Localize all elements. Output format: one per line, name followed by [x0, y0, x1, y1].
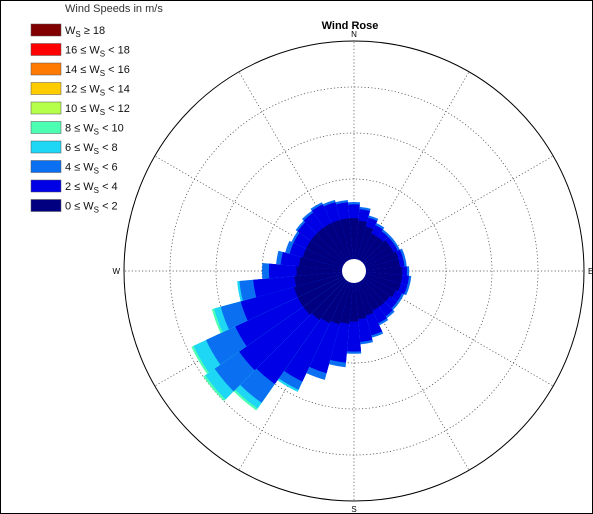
sector-bin	[354, 271, 367, 320]
sector-bin	[354, 271, 374, 316]
calm-center-circle	[342, 259, 366, 283]
legend-label: 12 ≤ WS < 14	[65, 84, 130, 98]
legend-label: 4 ≤ WS < 6	[65, 162, 118, 176]
sector-bin	[331, 219, 354, 271]
sector-bin	[340, 271, 354, 324]
legend-swatch	[30, 43, 62, 56]
sector-170	[354, 271, 374, 345]
legend-swatch	[30, 140, 62, 154]
sector-bin	[311, 271, 354, 320]
sector-bin	[330, 271, 354, 325]
sector-bin	[294, 271, 354, 298]
sector-bin	[299, 256, 354, 271]
sector-240	[191, 271, 354, 374]
sector-200	[306, 271, 354, 380]
sector-340	[322, 199, 354, 271]
sector-bin	[354, 226, 374, 271]
sector-bin	[340, 218, 354, 271]
sector-250	[211, 271, 354, 334]
sector-bin	[310, 233, 354, 271]
legend-label: 0 ≤ WS < 2	[65, 201, 118, 215]
legend-label: 14 ≤ WS < 16	[65, 64, 130, 78]
sector-70	[354, 248, 406, 271]
sector-20	[354, 215, 379, 271]
sector-190	[329, 271, 354, 368]
legend: Wind Speeds in m/s WS ≥ 18 16 ≤ WS < 18 14…	[30, 3, 163, 215]
compass-east-label: E	[588, 267, 593, 276]
legend-label: WS ≥ 18	[65, 25, 105, 39]
sector-bin	[321, 271, 354, 324]
sector-bin	[354, 271, 403, 284]
legend-swatch	[30, 23, 62, 37]
legend-swatch	[30, 199, 62, 212]
sector-bin	[349, 271, 359, 322]
legend-swatch	[30, 121, 62, 134]
sector-230	[203, 271, 354, 402]
sector-bin	[354, 271, 401, 292]
sector-210	[277, 271, 354, 392]
sector-270	[261, 262, 354, 280]
sector-bin	[354, 251, 399, 271]
sector-100	[354, 271, 412, 286]
compass-west-label: W	[112, 267, 120, 276]
legend-swatch	[30, 82, 62, 95]
sector-300	[291, 231, 354, 271]
compass-labels: N E S W	[112, 30, 593, 514]
sector-310	[295, 220, 354, 271]
legend-label: 10 ≤ WS < 12	[65, 103, 130, 117]
chart-title: Wind Rose	[322, 20, 379, 32]
sector-bin	[354, 220, 368, 271]
sector-10	[354, 206, 371, 271]
outer-ring	[123, 40, 585, 502]
sector-110	[354, 271, 410, 296]
sector-220	[233, 271, 354, 411]
sector-120	[354, 271, 405, 303]
sector-260	[237, 271, 354, 302]
sector-290	[285, 240, 354, 271]
legend-title: Wind Speeds in m/s	[65, 3, 163, 15]
sector-bin	[354, 271, 396, 298]
sector-bin	[323, 223, 354, 271]
sector-bin	[297, 271, 354, 307]
sector-bin	[302, 248, 354, 271]
sector-350	[335, 199, 354, 271]
sector-bin	[294, 271, 354, 287]
sector-bin	[303, 271, 354, 315]
legend-label: 8 ≤ WS < 10	[65, 123, 124, 137]
sector-330	[310, 202, 354, 271]
sector-bin	[354, 266, 403, 276]
legend-swatch	[30, 101, 62, 115]
legend-label: 16 ≤ WS < 18	[65, 45, 130, 59]
sector-bin	[349, 218, 359, 271]
sector-90	[354, 266, 410, 276]
legend-swatch	[30, 160, 62, 173]
sector-bin	[296, 265, 354, 277]
sector-180	[346, 271, 362, 354]
sector-160	[354, 271, 384, 338]
compass-south-label: S	[351, 505, 356, 514]
wind-sectors	[191, 199, 412, 411]
legend-label: 6 ≤ WS < 8	[65, 142, 118, 156]
sector-bin	[306, 240, 354, 271]
sector-320	[301, 210, 354, 271]
sector-bin	[316, 227, 354, 271]
legend-label: 2 ≤ WS < 4	[65, 181, 118, 195]
legend-swatch	[30, 62, 62, 76]
legend-swatch	[30, 179, 62, 193]
grid-ring	[215, 132, 493, 410]
sector-280	[276, 250, 354, 271]
compass-north-label: N	[351, 30, 357, 39]
sector-0	[347, 201, 361, 271]
